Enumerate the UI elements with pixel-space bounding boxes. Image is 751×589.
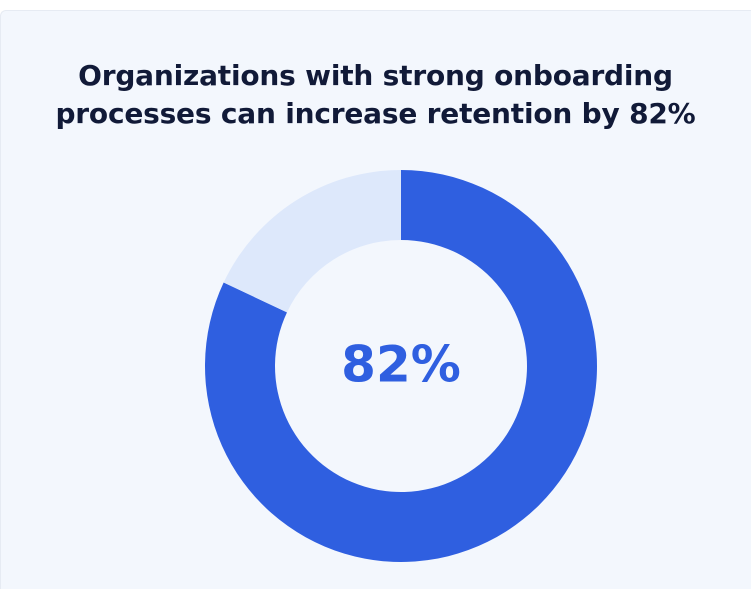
donut-slice-remainder <box>223 170 401 313</box>
donut-center-value: 82% <box>341 336 461 394</box>
chart-title-line-1: Organizations with strong onboarding <box>78 59 673 92</box>
chart-title-line-2: processes can increase retention by 82% <box>55 97 696 130</box>
chart-title: Organizations with strong onboarding pro… <box>0 57 751 133</box>
donut-slice-value <box>204 170 597 562</box>
donut-slices <box>204 170 597 562</box>
